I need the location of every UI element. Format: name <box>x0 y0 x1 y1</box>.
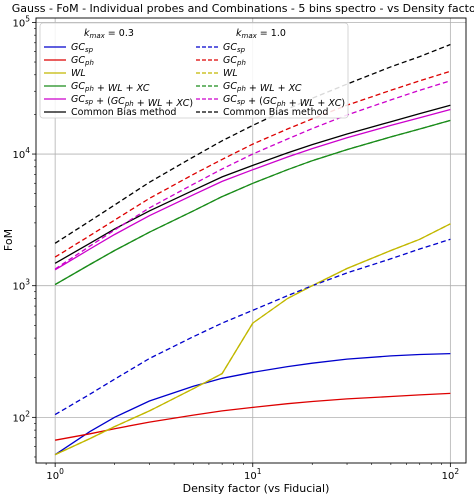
legend-label: GCsp + (GCph + WL + XC) <box>71 94 193 109</box>
series-line-wl-kmax-1 <box>54 223 451 456</box>
series-group <box>54 43 451 456</box>
x-axis-label: Density factor (vs Fiducial) <box>183 482 330 495</box>
y-tick-label: 103 <box>12 278 30 293</box>
series-line-gcsp-gcph-wl-xc-kmax-1 <box>54 80 451 270</box>
series-line-common-bias-method-kmax-03 <box>54 104 451 264</box>
legend-label: GCsp + (GCph + WL + XC) <box>223 94 345 109</box>
legend-header-kmax-1: kmax = 1.0 <box>236 28 286 40</box>
x-tick-label: 102 <box>442 467 460 482</box>
legend-label: GCph <box>71 55 94 67</box>
y-tick-label: 104 <box>12 146 30 161</box>
series-line-gcsp-kmax-1 <box>54 238 451 416</box>
series-line-gcsp-gcph-wl-xc-kmax-03 <box>54 108 451 271</box>
legend-label: GCph + WL + XC <box>71 81 150 94</box>
series-line-common-bias-method-kmax-1 <box>54 43 451 244</box>
legend-header-kmax-03: kmax = 0.3 <box>84 28 134 40</box>
y-axis-label: FoM <box>2 229 15 251</box>
legend-label: Common Bias method <box>71 107 176 118</box>
series-line-gcph-kmax-1 <box>54 70 451 258</box>
chart-title: Gauss - FoM - Individual probes and Comb… <box>12 2 474 15</box>
series-line-gcsp-kmax-03 <box>54 352 451 456</box>
legend-label: Common Bias method <box>223 107 328 118</box>
legend-label: WL <box>223 68 238 79</box>
x-tick-label: 100 <box>46 467 64 482</box>
series-line-gcph-wl-xc-kmax-1 <box>54 119 451 286</box>
x-tick-label: 101 <box>244 467 262 482</box>
series-line-gcph-kmax-03 <box>54 392 451 441</box>
legend-label: WL <box>71 68 86 79</box>
legend-label: GCsp <box>223 42 246 54</box>
legend-label: GCsp <box>71 42 94 54</box>
y-tick-label: 105 <box>12 14 30 29</box>
legend-label: GCph + WL + XC <box>223 81 302 94</box>
legend-box <box>39 22 349 119</box>
y-tick-label: 102 <box>12 409 30 424</box>
legend-label: GCph <box>223 55 246 67</box>
plot-frame <box>35 17 467 464</box>
